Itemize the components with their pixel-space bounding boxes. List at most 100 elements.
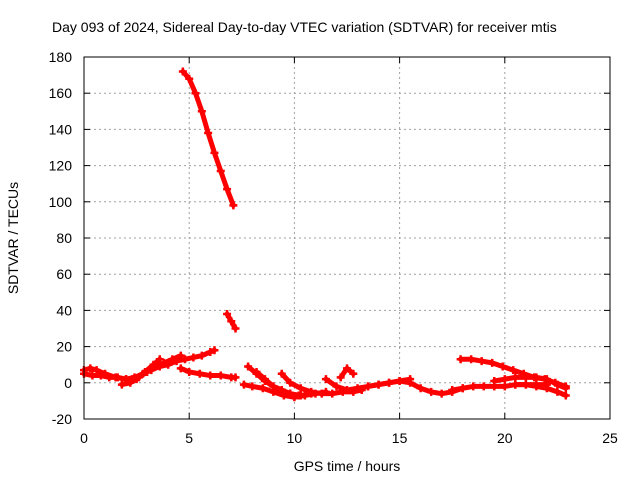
data-point (286, 378, 295, 387)
data-point (277, 386, 286, 395)
data-point (521, 380, 530, 389)
data-point (385, 378, 394, 387)
data-point (96, 371, 105, 380)
y-axis-label: SDTVAR / TECUs (5, 182, 21, 294)
data-point (191, 89, 200, 98)
series-arc-d (132, 355, 164, 384)
data-point (126, 378, 135, 387)
data-point (155, 355, 164, 364)
data-point (490, 376, 499, 385)
y-tick-label: 40 (56, 302, 72, 318)
series-arc-k (336, 364, 358, 382)
data-point (206, 371, 215, 380)
data-point (488, 358, 497, 367)
series-arc-mid (223, 310, 240, 333)
axis-ticks: 0 5 10 15 20 25 -20 0 20 40 60 80 100 120 140 160 180 (49, 49, 618, 446)
x-tick-label: 15 (392, 430, 408, 446)
x-axis-label: GPS time / hours (294, 458, 401, 474)
x-tick-label: 20 (497, 430, 513, 446)
data-point (427, 387, 436, 396)
data-point (458, 384, 467, 393)
data-point (206, 348, 215, 357)
y-tick-label: 60 (56, 266, 72, 282)
data-point (500, 382, 509, 391)
data-point (180, 355, 189, 364)
data-point (197, 107, 206, 116)
data-point (321, 375, 330, 384)
data-point (511, 380, 520, 389)
data-point (498, 362, 507, 371)
data-point (117, 380, 126, 389)
data-point (227, 317, 236, 326)
data-point (159, 358, 168, 367)
data-point (231, 373, 240, 382)
data-point (132, 375, 141, 384)
data-point (343, 364, 351, 373)
series-arc-p (511, 380, 570, 400)
series-arc-o (490, 373, 570, 393)
data-point (176, 364, 185, 373)
y-tick-label: 180 (49, 49, 73, 65)
data-point (141, 367, 150, 376)
series-trace (180, 68, 236, 208)
y-tick-label: -20 (52, 411, 72, 427)
x-tick-label: 5 (185, 430, 193, 446)
data-points (80, 67, 570, 402)
data-point (239, 380, 248, 389)
data-point (349, 369, 358, 378)
data-point (561, 391, 570, 400)
data-point (189, 353, 198, 362)
data-point (500, 375, 509, 384)
data-point (223, 310, 232, 319)
data-point (328, 389, 337, 398)
y-tick-label: 140 (49, 121, 73, 137)
data-point (185, 367, 194, 376)
data-point (176, 351, 185, 360)
data-point (195, 369, 204, 378)
data-point (307, 387, 316, 396)
data-point (269, 382, 278, 391)
data-point (204, 129, 213, 138)
data-point (477, 357, 486, 366)
data-point (92, 366, 101, 375)
data-point (113, 373, 122, 382)
series-trace (365, 378, 466, 397)
data-point (286, 389, 295, 398)
data-point (252, 367, 261, 376)
data-point (353, 384, 362, 393)
data-point (553, 387, 562, 396)
data-point (509, 366, 518, 375)
data-point (542, 384, 551, 393)
data-point (336, 373, 345, 382)
y-tick-label: 100 (49, 194, 73, 210)
data-point (343, 386, 351, 395)
data-point (229, 201, 238, 210)
x-tick-label: 0 (80, 430, 88, 446)
data-point (374, 380, 383, 389)
data-point (553, 380, 562, 389)
series-arc-e (176, 364, 240, 382)
series-trace (134, 356, 163, 382)
data-point (364, 382, 373, 391)
data-point (395, 376, 404, 385)
y-tick-label: 0 (64, 375, 72, 391)
data-point (216, 167, 225, 176)
data-point (168, 355, 177, 364)
data-point (244, 362, 253, 371)
data-point (406, 378, 415, 387)
y-tick-label: 120 (49, 158, 73, 174)
y-tick-label: 80 (56, 230, 72, 246)
data-point (467, 355, 476, 364)
data-point (561, 384, 570, 393)
data-point (197, 351, 206, 360)
data-point (178, 67, 187, 76)
data-point (88, 371, 97, 380)
x-tick-label: 10 (287, 430, 303, 446)
data-point (231, 324, 240, 333)
data-point (469, 382, 478, 391)
y-tick-label: 20 (56, 339, 72, 355)
data-point (260, 375, 269, 384)
series-arc-h (252, 367, 316, 400)
data-point (511, 373, 520, 382)
